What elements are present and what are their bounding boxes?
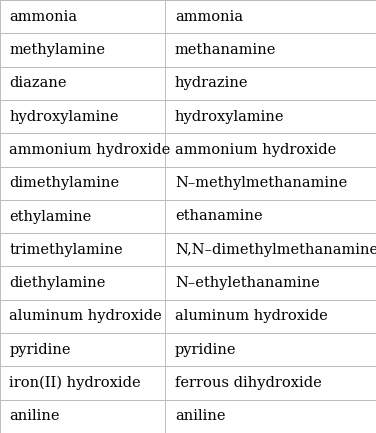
- Text: ferrous dihydroxide: ferrous dihydroxide: [175, 376, 321, 390]
- Text: hydroxylamine: hydroxylamine: [175, 110, 284, 123]
- Text: hydroxylamine: hydroxylamine: [9, 110, 119, 123]
- Text: diazane: diazane: [9, 76, 67, 90]
- Text: ammonium hydroxide: ammonium hydroxide: [9, 143, 171, 157]
- Text: methanamine: methanamine: [175, 43, 276, 57]
- Text: N–ethylethanamine: N–ethylethanamine: [175, 276, 320, 290]
- Text: ammonia: ammonia: [175, 10, 243, 24]
- Text: ethylamine: ethylamine: [9, 210, 92, 223]
- Text: N,N–dimethylmethanamine: N,N–dimethylmethanamine: [175, 243, 376, 257]
- Text: trimethylamine: trimethylamine: [9, 243, 123, 257]
- Text: ammonia: ammonia: [9, 10, 77, 24]
- Text: N–methylmethanamine: N–methylmethanamine: [175, 176, 347, 190]
- Text: hydrazine: hydrazine: [175, 76, 248, 90]
- Text: methylamine: methylamine: [9, 43, 105, 57]
- Text: pyridine: pyridine: [9, 343, 71, 357]
- Text: aluminum hydroxide: aluminum hydroxide: [175, 310, 327, 323]
- Text: ethanamine: ethanamine: [175, 210, 262, 223]
- Text: ammonium hydroxide: ammonium hydroxide: [175, 143, 336, 157]
- Text: aluminum hydroxide: aluminum hydroxide: [9, 310, 162, 323]
- Text: aniline: aniline: [175, 409, 225, 423]
- Text: iron(II) hydroxide: iron(II) hydroxide: [9, 376, 141, 390]
- Text: diethylamine: diethylamine: [9, 276, 106, 290]
- Text: pyridine: pyridine: [175, 343, 237, 357]
- Text: aniline: aniline: [9, 409, 60, 423]
- Text: dimethylamine: dimethylamine: [9, 176, 120, 190]
